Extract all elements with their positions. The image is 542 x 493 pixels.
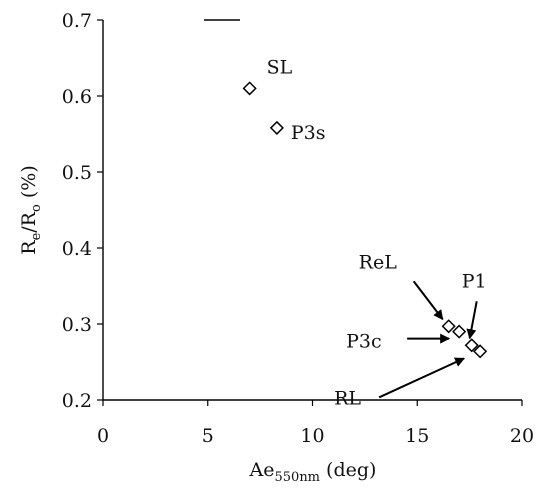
point-p3c [452,324,467,339]
arrow-rel [412,280,444,321]
arrow-p1 [466,301,478,340]
y-tick-label: 0.5 [62,162,92,184]
y-tick-label: 0.3 [62,314,92,336]
point-label-p3c: P3c [346,331,382,353]
point-label-rl: RL [334,387,361,409]
ticks: 0 5 10 15 20 0.2 0.3 0.4 0.5 0.6 0.7 [62,10,534,447]
annotation-arrows [378,280,478,399]
point-rel [441,319,456,334]
point-label-p1: P1 [462,270,487,292]
point-label-p3s: P3s [291,122,326,144]
arrow-rl [378,357,466,399]
point-rl [473,344,488,359]
point-sl [242,81,257,96]
y-axis-title: Re/Ro (%) [18,165,44,254]
axes [102,19,522,401]
point-label-rel: ReL [359,251,398,273]
y-tick-label: 0.6 [62,86,92,108]
x-tick-label: 15 [405,425,429,447]
point-labels: SL P3s ReL P3c P1 RL [267,56,487,409]
point-p1 [464,338,479,353]
y-tick-label: 0.2 [62,390,92,412]
x-tick-label: 5 [202,425,214,447]
x-axis-title: Ae550nm (deg) [249,459,377,485]
point-p3s [269,120,284,135]
x-tick-label: 20 [510,425,534,447]
x-tick-label: 0 [97,425,109,447]
data-points [242,81,488,359]
y-tick-label: 0.4 [62,238,92,260]
y-tick-label: 0.7 [62,10,92,32]
point-label-sl: SL [267,56,293,78]
x-tick-label: 10 [300,425,324,447]
